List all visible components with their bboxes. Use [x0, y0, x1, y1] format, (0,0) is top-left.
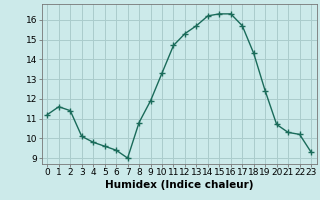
X-axis label: Humidex (Indice chaleur): Humidex (Indice chaleur)	[105, 180, 253, 190]
